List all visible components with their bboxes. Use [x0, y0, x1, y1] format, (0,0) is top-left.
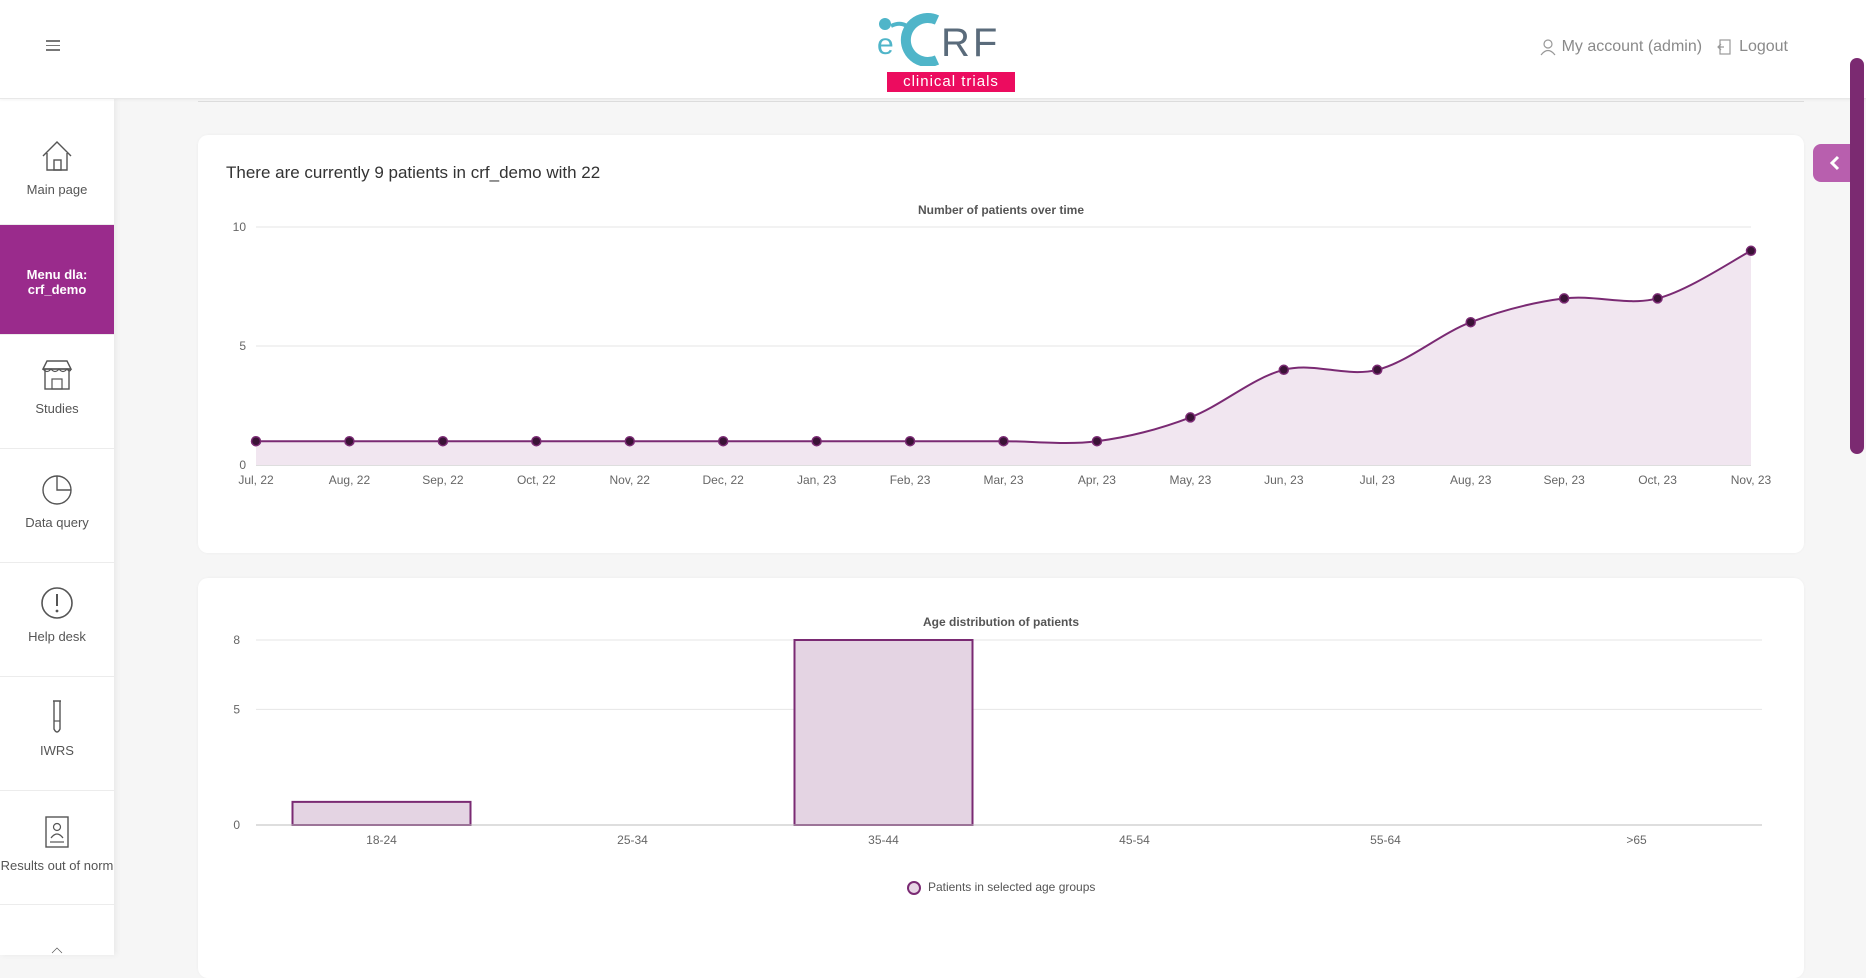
ecrf-logo-mark: e RF	[877, 13, 1000, 66]
x-tick-label: Nov, 23	[1731, 473, 1772, 487]
x-tick-label: >65	[1626, 833, 1647, 847]
x-tick-label: Jul, 22	[238, 473, 274, 487]
sidebar-item-help-desk[interactable]: Help desk	[0, 563, 114, 677]
y-tick-label: 0	[233, 818, 240, 832]
bar-chart: 0 5 8 18-24 25-34 35-44 45-54 55-64 >65	[233, 633, 1762, 847]
top-nav: My account (admin) Logout	[1539, 38, 1788, 56]
data-point	[1185, 412, 1196, 423]
sidebar-item-label: Data query	[25, 515, 89, 530]
x-tick-label: 45-54	[1119, 833, 1150, 847]
patients-summary: There are currently 9 patients in crf_de…	[226, 163, 601, 182]
x-tick-label: Sep, 22	[422, 473, 464, 487]
x-tick-label: Jun, 23	[1264, 473, 1304, 487]
y-tick-label: 10	[233, 220, 247, 234]
x-tick-label: Mar, 23	[983, 473, 1023, 487]
data-point	[1091, 435, 1103, 447]
x-tick-label: 18-24	[366, 833, 397, 847]
home-icon	[42, 141, 72, 171]
x-tick-label: Nov, 22	[610, 473, 651, 487]
scrollbar[interactable]	[1850, 58, 1864, 454]
svg-text:e: e	[877, 28, 894, 61]
data-point	[998, 435, 1009, 447]
x-tick-label: Feb, 23	[890, 473, 931, 487]
x-tick-label: Sep, 23	[1543, 473, 1585, 487]
sidebar-item-label: IWRS	[40, 743, 74, 758]
data-point	[437, 435, 449, 447]
sidebar-item-data-query[interactable]: Data query	[0, 449, 114, 563]
chevron-left-icon	[1829, 155, 1840, 171]
sidebar-item-results-out-of-norm[interactable]: Results out of norm	[0, 791, 114, 905]
data-point	[717, 435, 729, 447]
svg-text:RF: RF	[941, 21, 1000, 65]
studies-icon	[41, 360, 73, 390]
bar	[793, 639, 974, 826]
x-tick-label: 25-34	[617, 833, 648, 847]
data-point	[904, 435, 916, 447]
data-point	[624, 435, 635, 447]
pie-chart-icon	[42, 475, 72, 505]
y-tick-label: 5	[239, 339, 246, 353]
user-icon	[1540, 39, 1556, 56]
section-divider	[198, 101, 1804, 102]
sidebar-item-studies[interactable]: Studies	[0, 335, 114, 449]
sidebar: Main page Menu dla: crf_demo Studies Dat…	[0, 98, 114, 955]
report-icon	[45, 816, 69, 848]
data-point	[811, 435, 822, 447]
data-point	[1372, 364, 1383, 376]
data-point	[1278, 364, 1290, 376]
legend-marker	[906, 880, 921, 895]
sidebar-item-label: Studies	[35, 401, 79, 416]
x-tick-label: 35-44	[868, 833, 899, 847]
logo-tagline: clinical trials	[887, 72, 1015, 92]
x-tick-label: Jan, 23	[797, 473, 837, 487]
chart-legend[interactable]: Patients in selected age groups	[198, 880, 1804, 895]
y-tick-label: 8	[233, 633, 240, 647]
my-account-label: My account (admin)	[1561, 38, 1703, 55]
data-point	[1652, 293, 1663, 304]
chart-title-patients-over-time: Number of patients over time	[917, 203, 1085, 217]
bar	[291, 800, 472, 826]
top-bar: e RF clinical trials My account (admin) …	[0, 0, 1866, 99]
x-tick-label: Aug, 23	[1450, 473, 1492, 487]
sidebar-item-label: Menu dla: crf_demo	[26, 267, 88, 297]
ecrf-logo[interactable]: e RF clinical trials	[875, 10, 1020, 92]
y-tick-label: 0	[239, 458, 246, 472]
y-tick-label: 5	[233, 702, 240, 716]
x-tick-label: Apr, 23	[1078, 473, 1116, 487]
x-tick-label: Oct, 23	[1638, 473, 1677, 487]
data-point	[344, 435, 355, 447]
logout-icon	[1717, 39, 1731, 55]
data-point	[1558, 293, 1570, 304]
chart-title-age-distribution: Age distribution of patients	[923, 615, 1079, 629]
x-tick-label: Dec, 22	[703, 473, 745, 487]
x-tick-label: May, 23	[1169, 473, 1211, 487]
x-tick-label: Aug, 22	[329, 473, 371, 487]
logout-label: Logout	[1739, 38, 1788, 55]
x-tick-label: Jul, 23	[1360, 473, 1396, 487]
sidebar-item-label: Help desk	[28, 629, 86, 644]
x-tick-label: Oct, 22	[517, 473, 556, 487]
sidebar-item-label: Main page	[26, 182, 88, 197]
sidebar-item-more[interactable]	[0, 905, 114, 965]
menu-toggle-icon[interactable]	[46, 40, 60, 51]
patients-over-time-card: There are currently 9 patients in crf_de…	[198, 135, 1804, 553]
legend-label: Patients in selected age groups	[927, 880, 1096, 894]
logout-link[interactable]: Logout	[1716, 38, 1788, 56]
data-point	[1745, 245, 1757, 257]
exclamation-icon	[41, 587, 73, 619]
line-chart: 0 5 10 Jul, 22 Aug, 22 Sep, 22 Oct, 22 Nov, 22 D…	[233, 220, 1772, 487]
data-point	[250, 435, 262, 447]
x-tick-label: 55-64	[1370, 833, 1401, 847]
my-account-link[interactable]: My account (admin)	[1539, 38, 1703, 56]
more-icon	[51, 947, 63, 954]
data-point	[531, 435, 542, 447]
data-point	[1465, 316, 1476, 328]
sidebar-item-label: Results out of norm	[0, 858, 114, 873]
area-fill	[256, 250, 1751, 465]
age-distribution-card: Age distribution of patients 0 5 8 18-24 25-…	[198, 578, 1804, 978]
test-tube-icon	[53, 700, 61, 733]
sidebar-item-iwrs[interactable]: IWRS	[0, 677, 114, 791]
sidebar-item-menu-crf-demo[interactable]: Menu dla: crf_demo	[0, 225, 114, 335]
sidebar-item-main-page[interactable]: Main page	[0, 98, 114, 225]
